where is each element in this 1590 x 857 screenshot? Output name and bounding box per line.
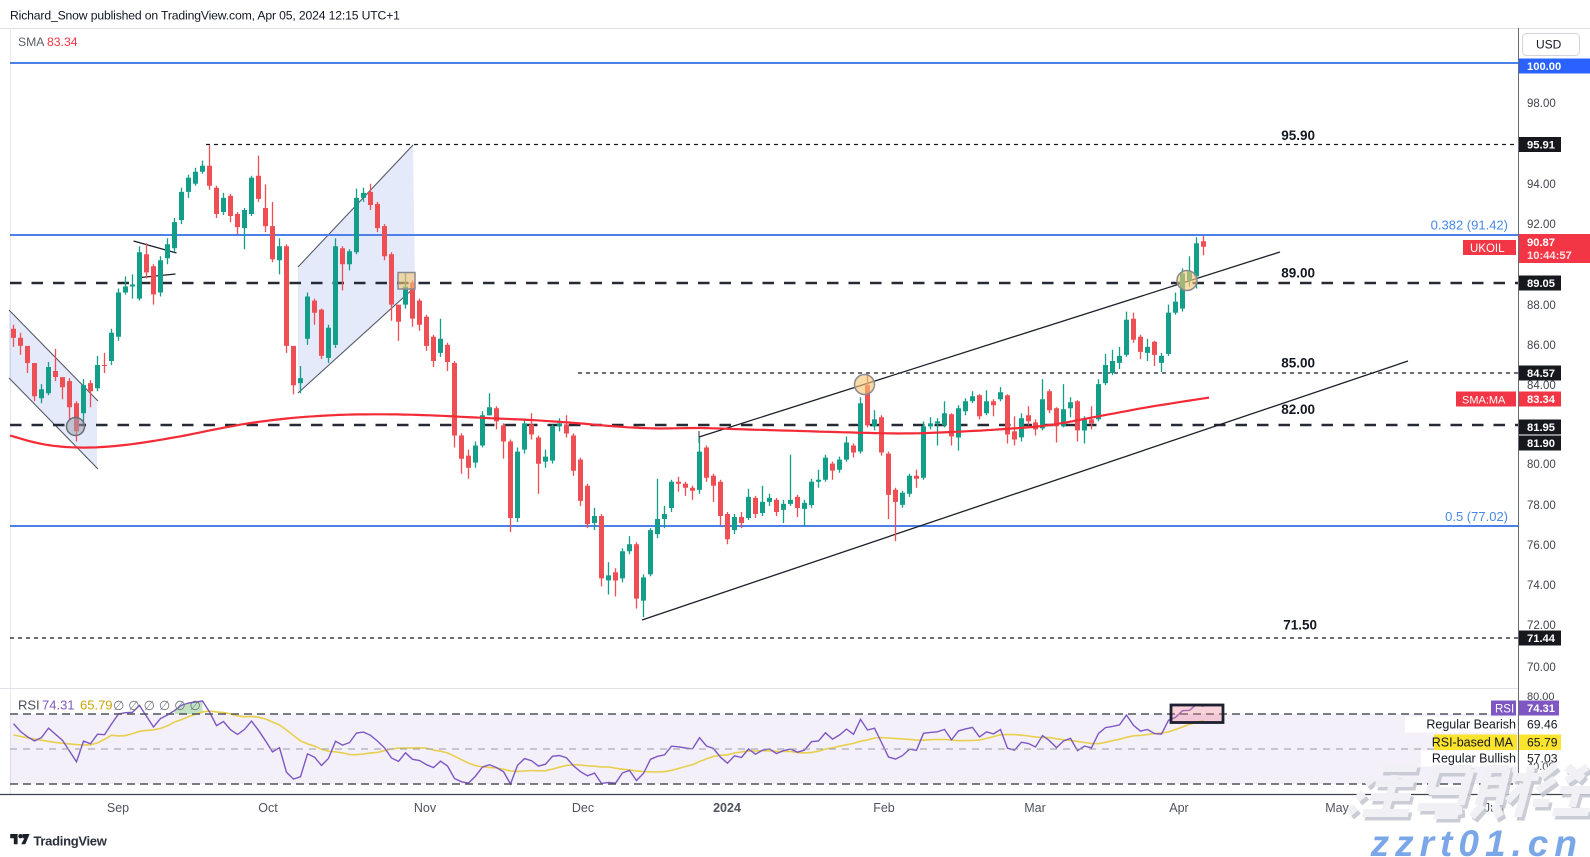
svg-text:Mar: Mar (1024, 801, 1046, 815)
svg-text:74.31: 74.31 (42, 698, 75, 713)
svg-text:SMA:MA: SMA:MA (1462, 395, 1506, 407)
svg-text:∅: ∅ (113, 698, 124, 713)
svg-text:98.00: 98.00 (1527, 98, 1556, 110)
svg-text:RSI: RSI (18, 698, 40, 713)
svg-text:84.00: 84.00 (1527, 380, 1556, 392)
svg-text:10:44:57: 10:44:57 (1527, 250, 1572, 262)
svg-text:74.31: 74.31 (1527, 703, 1555, 715)
svg-text:74.00: 74.00 (1527, 580, 1556, 592)
svg-text:May: May (1325, 801, 1349, 815)
svg-text:71.50: 71.50 (1283, 618, 1317, 633)
svg-text:85.00: 85.00 (1281, 356, 1315, 371)
svg-text:Feb: Feb (873, 801, 895, 815)
svg-text:∅: ∅ (159, 698, 170, 713)
svg-text:Regular Bearish: Regular Bearish (1426, 718, 1516, 732)
svg-text:90.87: 90.87 (1527, 237, 1555, 249)
svg-text:SMA: SMA (18, 35, 45, 49)
svg-text:71.44: 71.44 (1527, 633, 1556, 645)
svg-text:Dec: Dec (572, 801, 594, 815)
svg-text:∅: ∅ (128, 698, 139, 713)
svg-text:zzrt01.cn: zzrt01.cn (1370, 823, 1583, 857)
svg-text:Apr: Apr (1169, 801, 1188, 815)
svg-text:82.00: 82.00 (1281, 402, 1315, 417)
svg-text:86.00: 86.00 (1527, 340, 1556, 352)
svg-text:95.91: 95.91 (1527, 140, 1555, 152)
svg-text:65.79: 65.79 (1527, 736, 1558, 750)
svg-text:TradingView: TradingView (34, 834, 108, 849)
svg-text:89.00: 89.00 (1281, 266, 1315, 281)
svg-text:∅: ∅ (144, 698, 155, 713)
svg-text:72.00: 72.00 (1527, 620, 1556, 632)
svg-text:∅: ∅ (174, 698, 185, 713)
svg-text:81.90: 81.90 (1527, 438, 1555, 450)
svg-text:80.00: 80.00 (1527, 459, 1556, 471)
svg-text:Nov: Nov (414, 801, 437, 815)
svg-text:Sep: Sep (107, 801, 129, 815)
svg-text:70.00: 70.00 (1527, 662, 1556, 674)
svg-text:83.34: 83.34 (47, 35, 78, 49)
svg-text:Richard_Snow published on Trad: Richard_Snow published on TradingView.co… (10, 9, 400, 23)
svg-text:69.46: 69.46 (1527, 718, 1558, 732)
svg-text:UKOIL: UKOIL (1470, 243, 1505, 255)
svg-text:94.00: 94.00 (1527, 179, 1556, 191)
svg-text:84.57: 84.57 (1527, 368, 1555, 380)
svg-text:0.382 (91.42): 0.382 (91.42) (1431, 218, 1508, 233)
svg-text:RSI-based MA: RSI-based MA (1432, 736, 1514, 750)
svg-text:100.00: 100.00 (1527, 61, 1561, 73)
svg-text:65.79: 65.79 (80, 698, 113, 713)
svg-text:USD: USD (1536, 38, 1562, 52)
svg-text:RSI: RSI (1495, 704, 1514, 716)
svg-text:57.03: 57.03 (1527, 752, 1558, 766)
svg-text:Regular Bullish: Regular Bullish (1432, 752, 1516, 766)
svg-text:81.95: 81.95 (1527, 422, 1555, 434)
svg-text:78.00: 78.00 (1527, 500, 1556, 512)
svg-text:Oct: Oct (258, 801, 278, 815)
svg-text:83.34: 83.34 (1527, 394, 1556, 406)
svg-text:95.90: 95.90 (1281, 128, 1315, 143)
svg-text:76.00: 76.00 (1527, 540, 1556, 552)
svg-text:2024: 2024 (713, 801, 741, 815)
svg-text:89.05: 89.05 (1527, 278, 1555, 290)
svg-text:∅: ∅ (190, 698, 201, 713)
svg-text:80.00: 80.00 (1527, 691, 1555, 703)
svg-text:0.5 (77.02): 0.5 (77.02) (1445, 509, 1508, 524)
svg-text:92.00: 92.00 (1527, 219, 1556, 231)
svg-text:88.00: 88.00 (1527, 300, 1556, 312)
